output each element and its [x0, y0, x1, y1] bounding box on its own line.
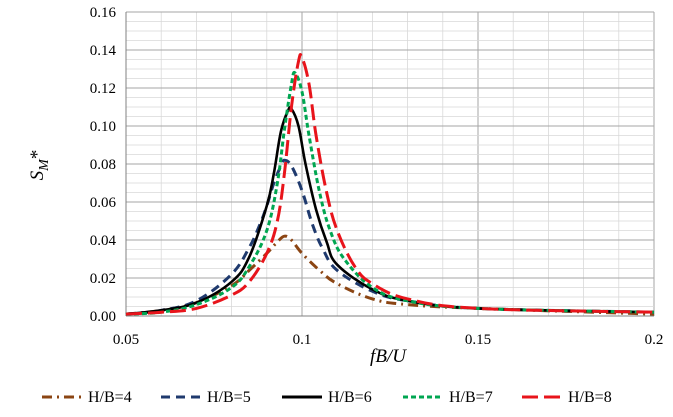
y-axis-title-main: S [27, 170, 48, 180]
y-axis-title-star: * [27, 150, 48, 160]
legend-label: H/B=8 [568, 389, 612, 406]
series-line-h-b-4 [125, 234, 655, 316]
legend-item: H/B=6 [282, 389, 372, 406]
y-tick-label: 0.10 [90, 119, 116, 135]
series-line-h-b-6 [125, 105, 655, 316]
x-tick-label: 0.2 [645, 332, 664, 348]
y-tick-label: 0.14 [90, 43, 117, 59]
legend-label: H/B=5 [207, 389, 251, 406]
series-lines [125, 53, 655, 316]
legend-label: H/B=6 [328, 389, 372, 406]
legend-item: H/B=8 [522, 389, 612, 406]
y-tick-label: 0.06 [90, 195, 117, 211]
y-tick-label: 0.12 [90, 81, 116, 97]
x-tick-label: 0.15 [465, 332, 491, 348]
y-tick-label: 0.08 [90, 157, 116, 173]
legend-label: H/B=7 [449, 389, 493, 406]
axes [125, 12, 654, 317]
legend-item: H/B=4 [42, 389, 132, 406]
y-tick-label: 0.00 [90, 309, 116, 325]
y-axis-title-sub: M [37, 158, 52, 172]
y-axis-title: SM* [27, 150, 52, 181]
series-line-h-b-8 [125, 53, 655, 316]
x-tick-label: 0.05 [113, 332, 139, 348]
x-axis-title: fB/U [370, 346, 407, 367]
gridlines [125, 11, 655, 317]
x-tick-label: 0.1 [293, 332, 312, 348]
legend-label: H/B=4 [88, 389, 132, 406]
legend-item: H/B=5 [161, 389, 251, 406]
legend: H/B=4 H/B=5 H/B=6 H/B=7 H/B=8 [42, 389, 612, 406]
tick-labels: 0.00 0.02 0.04 0.06 0.08 0.10 0.12 0.14 0.16 0.05… [90, 5, 664, 348]
y-tick-label: 0.16 [90, 5, 117, 21]
y-tick-label: 0.04 [90, 233, 117, 249]
legend-item: H/B=7 [403, 389, 493, 406]
y-tick-label: 0.02 [90, 271, 116, 287]
series-line-h-b-7 [125, 70, 655, 316]
